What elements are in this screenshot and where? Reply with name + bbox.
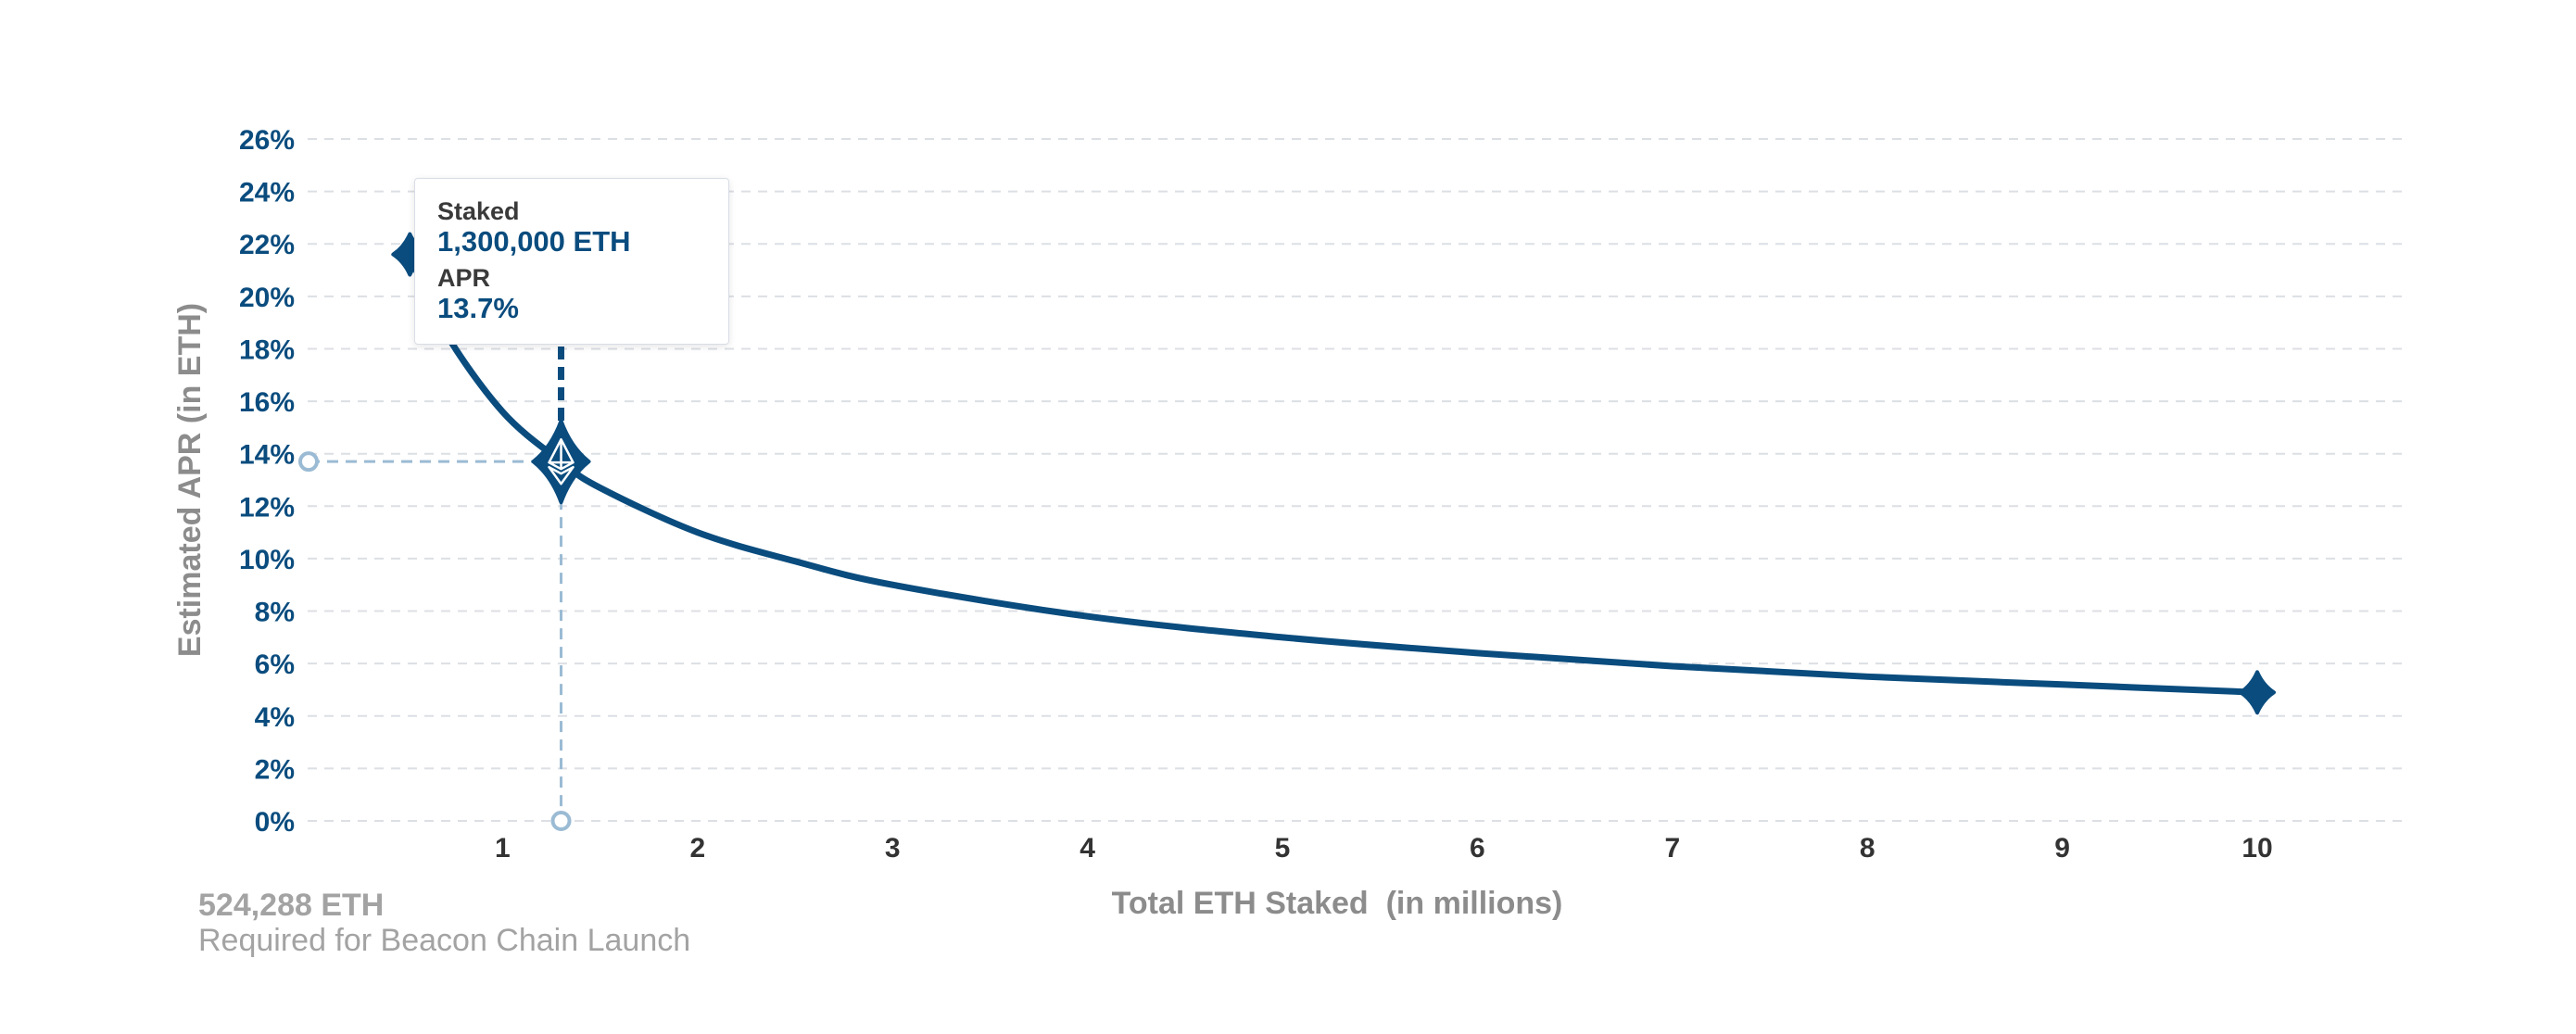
y-tick-label: 4% [255, 702, 295, 733]
y-tick-label: 18% [239, 334, 295, 365]
x-tick-label: 3 [885, 833, 901, 864]
beacon-chain-footnote: 524,288 ETH Required for Beacon Chain La… [198, 888, 690, 958]
y-tick-label: 0% [255, 807, 295, 838]
x-guide-endpoint [550, 811, 572, 831]
tooltip-apr-value: 13.7% [437, 292, 519, 324]
x-tick-label: 4 [1080, 833, 1095, 864]
ethereum-icon [548, 437, 575, 485]
y-tick-label: 2% [255, 754, 295, 785]
x-tick-label: 8 [1860, 833, 1875, 864]
x-tick-labels: 1 2 3 4 5 6 7 8 9 10 [495, 833, 2273, 864]
y-tick-label: 22% [239, 230, 295, 260]
crosshair-guides [298, 347, 572, 831]
tooltip-staked-label: Staked [437, 197, 520, 225]
y-guide-endpoint [298, 451, 319, 473]
y-tick-label: 16% [239, 387, 295, 418]
x-tick-label: 1 [495, 833, 511, 864]
x-tick-label: 7 [1664, 833, 1680, 864]
y-tick-label: 14% [239, 440, 295, 471]
y-axis-label: Estimated APR (in ETH) [172, 303, 208, 657]
x-tick-label: 9 [2054, 833, 2070, 864]
y-tick-label: 8% [255, 598, 295, 628]
curve-end-marker [2239, 670, 2276, 715]
curve-markers [391, 232, 2276, 715]
x-tick-label: 10 [2241, 833, 2272, 864]
y-tick-label: 6% [255, 649, 295, 680]
footnote-text: Required for Beacon Chain Launch [198, 923, 691, 958]
y-tick-label: 12% [239, 492, 295, 523]
x-axis-label: Total ETH Staked (in millions) [1112, 886, 1563, 921]
staking-tooltip: Staked 1,300,000 ETH APR 13.7% [414, 178, 729, 345]
x-tick-label: 2 [689, 833, 705, 864]
y-tick-labels: 0% 2% 4% 6% 8% 10% 12% 14% 16% 18% 20% 22% 24% 26% [239, 125, 295, 838]
tooltip-staked-value: 1,300,000 ETH [437, 225, 631, 258]
y-tick-label: 10% [239, 545, 295, 575]
footnote-value: 524,288 ETH [198, 888, 385, 923]
y-tick-label: 24% [239, 178, 295, 208]
tooltip-apr-label: APR [437, 264, 491, 292]
y-tick-label: 20% [239, 283, 295, 313]
x-tick-label: 6 [1470, 833, 1485, 864]
y-tick-label: 26% [239, 125, 295, 156]
x-tick-label: 5 [1275, 833, 1291, 864]
